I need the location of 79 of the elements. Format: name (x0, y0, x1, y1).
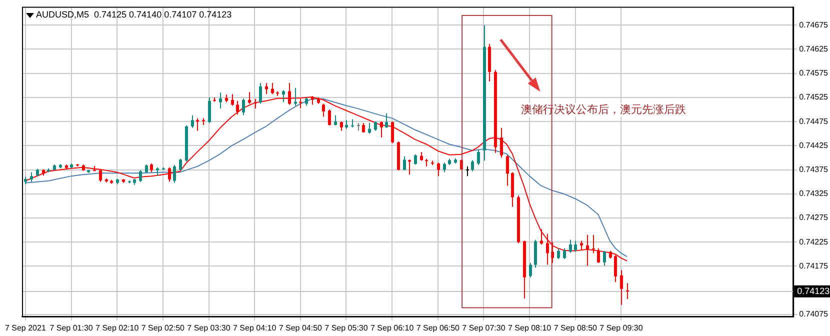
y-tick-label: 0.74475 (799, 116, 829, 126)
candlestick (563, 248, 566, 260)
candlestick (506, 154, 509, 186)
y-tick-label: 0.74275 (799, 213, 829, 222)
y-tick-label: 0.74075 (799, 310, 829, 319)
candlestick (30, 172, 33, 182)
y-tick-label: 0.74525 (799, 92, 829, 102)
chart-title: AUDUSD,M5 0.74125 0.74140 0.74107 0.74123 (36, 9, 232, 20)
candlestick (580, 240, 583, 251)
candlestick (271, 82, 274, 95)
y-tick-label: 0.74375 (799, 165, 829, 174)
candlestick (236, 100, 239, 115)
x-tick-label: 7 Sep 05:30 (324, 323, 368, 332)
candlestick (603, 250, 606, 266)
candlestick (374, 121, 377, 132)
candlestick (219, 92, 222, 110)
candlestick (529, 262, 532, 278)
candlestick (557, 248, 560, 260)
candlestick (328, 109, 331, 126)
x-tick-label: 7 Sep 06:50 (416, 323, 460, 332)
candlestick (574, 240, 577, 252)
y-tick-label: 0.74425 (799, 140, 829, 150)
candlestick (414, 154, 417, 165)
candlestick (425, 158, 428, 167)
candlestick (191, 114, 194, 128)
candlestick (385, 112, 388, 128)
candlestick (471, 160, 474, 172)
candlestick (242, 98, 245, 116)
x-tick-label: 7 Sep 08:10 (508, 323, 552, 332)
candlestick (534, 239, 537, 268)
candlestick (282, 90, 285, 103)
candlestick (477, 150, 480, 166)
candlestick (322, 103, 325, 118)
y-tick-label: 0.74225 (799, 237, 829, 246)
candlestick (391, 121, 394, 144)
y-tick-label: 0.74325 (799, 189, 829, 198)
candlestick (168, 166, 171, 182)
candlestick (408, 159, 411, 176)
ref-line-label: 0.74123 (797, 286, 830, 296)
y-tick-label: 0.74575 (799, 68, 829, 78)
candlestick (569, 239, 572, 254)
candlestick (368, 122, 371, 134)
candlestick (173, 164, 176, 184)
candlestick (620, 270, 623, 306)
y-tick-label: 0.74675 (799, 20, 829, 30)
y-tick-label: 0.74175 (799, 261, 829, 270)
candlestick (351, 118, 354, 128)
x-tick-label: 7 Sep 08:50 (554, 323, 598, 332)
candlestick (231, 94, 234, 106)
x-tick-label: 7 Sep 06:10 (370, 323, 414, 332)
candlestick (196, 118, 199, 132)
candlestick (592, 234, 595, 254)
candlestick (380, 121, 383, 138)
candlestick (500, 127, 503, 158)
candlestick (265, 82, 268, 95)
candlestick (443, 162, 446, 173)
candlestick (626, 282, 629, 300)
y-tick-label: 0.74625 (799, 44, 829, 54)
x-tick-label: 7 Sep 04:10 (233, 323, 277, 332)
x-tick-label: 7 Sep 02:10 (96, 323, 140, 332)
candlestick (340, 121, 343, 132)
candlestick (334, 114, 337, 126)
x-tick-label: 7 Sep 09:30 (600, 323, 644, 332)
candlestick (139, 170, 142, 182)
candlestick (208, 96, 211, 124)
x-tick-label: 7 Sep 04:50 (278, 323, 323, 332)
x-tick-label: 7 Sep 03:30 (187, 323, 231, 332)
x-tick-label: 7 Sep 01:30 (50, 323, 94, 332)
candlestick (437, 162, 440, 177)
candlestick (540, 228, 543, 246)
candlestick (179, 158, 182, 171)
x-tick-label: 7 Sep 02:50 (141, 323, 186, 332)
candlestick (466, 166, 469, 177)
candlestick (362, 122, 365, 134)
candlestick (259, 82, 262, 104)
x-tick-label: 7 Sep 07:30 (462, 323, 506, 332)
x-tick-label: 7 Sep 2021 (4, 323, 46, 332)
candlestick (403, 156, 406, 171)
candlestick (99, 169, 102, 182)
